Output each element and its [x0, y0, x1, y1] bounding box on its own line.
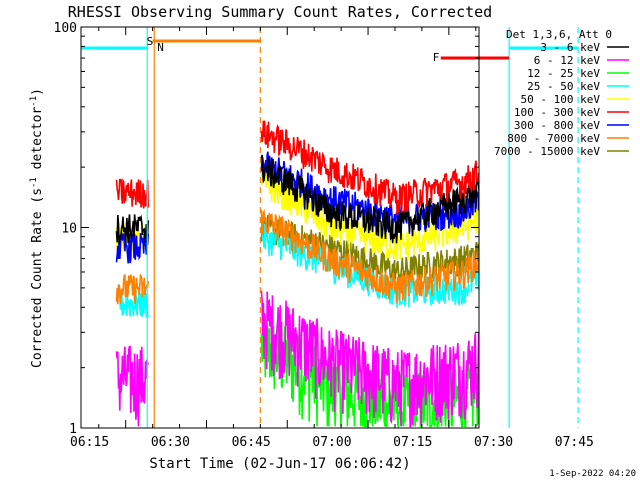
- y-label-mid: detector: [30, 107, 45, 178]
- y-label-main: Corrected Count Rate (s: [30, 188, 45, 368]
- flag-letter: N: [157, 41, 164, 54]
- x-tick-label: 07:30: [474, 435, 513, 450]
- legend-label: 7000 - 15000 keV: [494, 145, 600, 158]
- x-tick-label: 07:45: [555, 435, 594, 450]
- legend-label: 800 - 7000 keV: [507, 132, 600, 145]
- series-layer: [115, 120, 479, 428]
- series-line: [260, 120, 479, 216]
- series-line: [260, 154, 479, 244]
- x-tick-label: 06:30: [151, 435, 190, 450]
- legend-label: 50 - 100 keV: [521, 93, 601, 106]
- flag-letter: F: [433, 51, 440, 64]
- y-tick-label: 1: [69, 422, 77, 437]
- series-line: [115, 214, 149, 245]
- y-tick-label: 10: [61, 222, 77, 237]
- series-line: [115, 273, 149, 305]
- y-label-end: ): [30, 88, 45, 96]
- series-line: [115, 178, 149, 209]
- x-tick-label: 07:00: [312, 435, 351, 450]
- footer-date: 1-Sep-2022 04:20: [549, 469, 636, 479]
- y-label-sup2: -1: [29, 96, 39, 107]
- y-tick-label: 100: [54, 21, 77, 36]
- legend-label: 25 - 50 keV: [527, 80, 600, 93]
- flag-letter: S: [147, 35, 154, 48]
- legend-label: 100 - 300 keV: [514, 106, 600, 119]
- x-axis-label: Start Time (02-Jun-17 06:06:42): [149, 456, 410, 472]
- y-label-sup1: -1: [29, 177, 39, 188]
- y-axis-label: Corrected Count Rate (s-1 detector-1): [29, 88, 45, 368]
- legend-label: 6 - 12 keV: [534, 54, 601, 67]
- series-line: [260, 209, 479, 305]
- x-tick-label: 07:15: [393, 435, 432, 450]
- series-line: [115, 345, 149, 427]
- x-tick-label: 06:15: [70, 435, 109, 450]
- legend-label: 300 - 800 keV: [514, 119, 600, 132]
- series-line: [115, 232, 149, 264]
- flags-layer: S N F: [81, 27, 579, 428]
- series-line: [260, 290, 479, 428]
- legend-title: Det 1,3,6, Att 0: [506, 28, 612, 41]
- x-tick-label: 06:45: [232, 435, 271, 450]
- chart-title: RHESSI Observing Summary Count Rates, Co…: [68, 3, 492, 21]
- axes-layer: 1 10 100 06:15 06:30 06:45 07:00 07:15 07:30 07:4…: [54, 21, 594, 450]
- legend-label: 3 - 6 keV: [540, 41, 600, 54]
- legend-label: 12 - 25 keV: [527, 67, 600, 80]
